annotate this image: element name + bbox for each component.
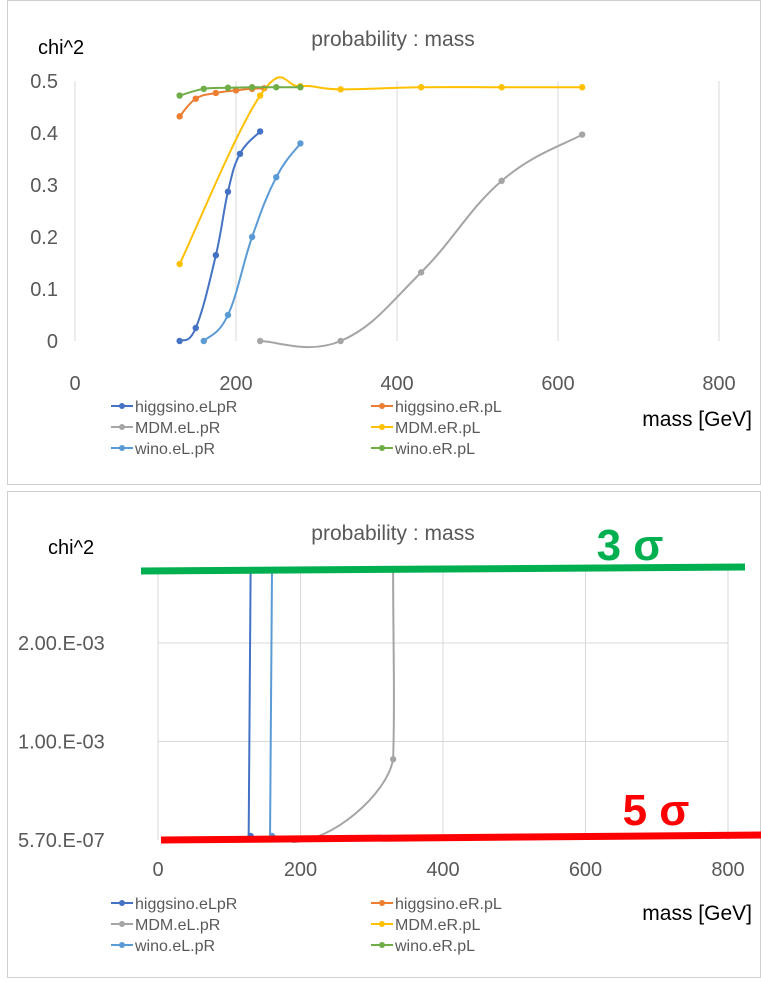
data-point-MDM.eL.pR [256, 337, 264, 345]
legend-marker-higgsino.eR.pL [379, 900, 385, 906]
series-line-wino.eL.pR [269, 569, 273, 843]
y-tick-label: 0.3 [30, 175, 58, 197]
data-point-MDM.eR.pL [337, 86, 344, 93]
legend-marker-higgsino.eLpR [119, 900, 125, 906]
legend-label-wino.eR.pL: wino.eR.pL [394, 938, 475, 955]
data-point-MDM.eL.pR [417, 269, 425, 276]
data-point-MDM.eL.pR [498, 177, 505, 185]
series-line-MDM.eR.pL [178, 76, 583, 265]
legend-marker-higgsino.eLpR [119, 403, 125, 409]
y-tick-label: 0.5 [30, 71, 58, 93]
data-point-wino.eR.pL [200, 85, 207, 93]
y-tick-label: 5.70.E-07 [18, 830, 105, 852]
chart-title: probability : mass [311, 522, 474, 545]
data-point-wino.eL.pR [248, 233, 256, 241]
data-point-higgsino.eR.pL [176, 113, 183, 120]
data-point-wino.eL.pR [224, 311, 232, 319]
data-point-MDM.eL.pR [337, 337, 344, 345]
data-point-wino.eR.pL [176, 92, 183, 99]
legend-label-wino.eL.pR: wino.eL.pR [134, 938, 215, 955]
series-line-higgsino.eLpR [247, 569, 252, 843]
data-point-wino.eL.pR [297, 140, 304, 147]
x-tick-label: 200 [219, 373, 252, 395]
chart-bottom: probability : mass chi^2 mass [GeV] 5.70.E-… [18, 521, 761, 955]
x-tick-label: 600 [569, 859, 602, 881]
legend-label-higgsino.eLpR: higgsino.eLpR [135, 399, 237, 416]
x-tick-label: 600 [541, 373, 574, 395]
legend-label-MDM.eR.pL: MDM.eR.pL [395, 420, 480, 437]
legend-marker-wino.eL.pR [119, 942, 125, 948]
data-point-MDM.eL.pR [578, 131, 586, 138]
sigma-3-label: 3 σ [597, 521, 664, 570]
data-point-wino.eR.pL [224, 84, 232, 91]
legend-label-MDM.eL.pR: MDM.eL.pR [135, 420, 220, 437]
legend-marker-MDM.eL.pR [119, 921, 125, 927]
x-tick-label: 800 [702, 373, 735, 395]
data-point-higgsino.eLpR [176, 337, 183, 345]
sigma-5-line [160, 831, 761, 844]
x-tick-label: 200 [284, 859, 317, 881]
y-tick-label: 0.2 [30, 227, 58, 249]
chart-top: probability : mass chi^2 mass [GeV] 0 0.1 0.2… [30, 28, 752, 458]
legend-marker-MDM.eL.pR [119, 424, 125, 430]
x-tick-label: 800 [711, 859, 744, 881]
series-line-MDM.eL.pR [260, 133, 583, 349]
chart-title: probability : mass [311, 28, 474, 51]
legend-marker-wino.eR.pL [379, 445, 385, 451]
chart-bottom-panel: probability : mass chi^2 mass [GeV] 5.70.E-… [7, 491, 761, 978]
data-point-higgsino.eR.pL [212, 89, 220, 97]
data-point-wino.eL.pR [273, 174, 280, 181]
data-point-wino.eR.pL [297, 84, 304, 91]
y-axis-title: chi^2 [48, 537, 94, 559]
x-tick-label: 0 [69, 373, 80, 395]
data-point-higgsino.eLpR [236, 150, 244, 157]
data-point-MDM.eR.pL [417, 84, 425, 91]
sigma-5-label: 5 σ [623, 786, 690, 835]
legend-label-higgsino.eLpR: higgsino.eLpR [135, 896, 237, 913]
data-point-higgsino.eLpR [256, 128, 264, 135]
data-point-wino.eL.pR [200, 337, 207, 345]
x-axis-title: mass [GeV] [642, 408, 752, 431]
y-tick-label: 0.1 [30, 279, 58, 301]
y-tick-label: 0 [47, 331, 58, 353]
data-point-MDM.eR.pL [176, 260, 183, 268]
legend-label-MDM.eL.pR: MDM.eL.pR [135, 917, 220, 934]
x-tick-label: 400 [426, 859, 459, 881]
legend-label-wino.eR.pL: wino.eR.pL [394, 441, 475, 458]
x-axis-title: mass [GeV] [642, 902, 752, 925]
series-line-MDM.eL.pR [291, 569, 396, 843]
data-point-higgsino.eR.pL [192, 95, 199, 102]
data-point-MDM.eR.pL [498, 84, 505, 91]
legend-marker-higgsino.eR.pL [379, 403, 385, 409]
data-point-wino.eR.pL [273, 84, 280, 91]
legend-marker-MDM.eR.pL [379, 424, 385, 430]
series-line-wino.eR.pL [179, 86, 301, 97]
legend-label-MDM.eR.pL: MDM.eR.pL [395, 917, 480, 934]
data-point-higgsino.eR.pL [232, 87, 240, 94]
data-point-wino.eR.pL [248, 84, 256, 91]
y-tick-label: 0.4 [30, 123, 58, 145]
chart-top-panel: probability : mass chi^2 mass [GeV] 0 0.1 0.2… [7, 0, 761, 485]
data-point-higgsino.eLpR [212, 252, 220, 259]
legend-marker-wino.eR.pL [379, 942, 385, 948]
data-point-MDM.eR.pL [578, 84, 586, 91]
legend-marker-wino.eL.pR [119, 445, 125, 451]
y-axis-title: chi^2 [38, 37, 84, 59]
legend-label-higgsino.eR.pL: higgsino.eR.pL [395, 399, 502, 416]
legend-marker-MDM.eR.pL [379, 921, 385, 927]
x-tick-label: 0 [152, 859, 163, 881]
sigma-3-line [140, 563, 746, 575]
legend-label-higgsino.eR.pL: higgsino.eR.pL [395, 896, 502, 913]
data-point-higgsino.eLpR [224, 188, 232, 195]
x-tick-label: 400 [380, 373, 413, 395]
data-point-higgsino.eLpR [192, 324, 199, 332]
legend-label-wino.eL.pR: wino.eL.pR [134, 441, 215, 458]
data-point-MDM.eR.pL [256, 92, 264, 99]
y-tick-label: 2.00.E-03 [18, 633, 105, 655]
y-tick-label: 1.00.E-03 [18, 732, 105, 754]
